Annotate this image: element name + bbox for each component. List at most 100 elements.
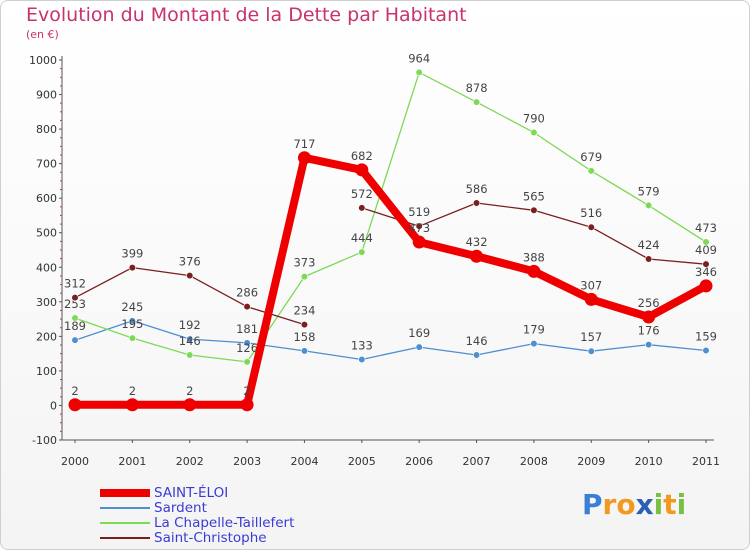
x-tick-label: 2007: [463, 455, 491, 468]
x-tick-label: 2001: [118, 455, 146, 468]
data-point: [186, 351, 194, 359]
data-label: 409: [695, 243, 717, 257]
data-label: 146: [466, 334, 488, 348]
line-chart: -100 0 100 200 300 400 500 600 700 800 900 1000 2000…: [29, 51, 720, 468]
data-point: [470, 249, 484, 263]
data-label: 169: [408, 326, 430, 340]
chart-subtitle: (en €): [26, 28, 59, 41]
data-label: 516: [580, 206, 602, 220]
series-line: [74, 71, 707, 363]
data-point: [128, 264, 136, 272]
data-point: [186, 335, 194, 343]
x-tick-label: 2000: [61, 455, 89, 468]
y-tick-label: -100: [32, 434, 57, 447]
data-label: 195: [121, 317, 143, 331]
series-la-chapelle-taillefert: 253 195 146 126 373 444 964 878 790 679 579 473: [64, 51, 717, 366]
data-label: 679: [580, 150, 602, 164]
y-tick-label: 200: [36, 330, 57, 343]
data-point: [527, 264, 541, 278]
data-point: [587, 167, 595, 175]
data-point: [243, 339, 251, 347]
logo-letter: i: [676, 488, 687, 521]
chart-title: Evolution du Montant de la Dette par Hab…: [26, 4, 467, 26]
legend-swatch: [100, 537, 150, 539]
legend-label: SAINT-ÉLOI: [154, 485, 229, 501]
legend-swatch: [100, 522, 150, 524]
data-label: 234: [293, 304, 315, 318]
data-label: 157: [580, 330, 602, 344]
data-point: [415, 222, 423, 230]
data-label: 565: [523, 189, 545, 203]
data-point: [355, 163, 369, 177]
data-label: 376: [179, 255, 201, 269]
series-line: [71, 153, 710, 409]
legend-swatch: [100, 507, 150, 509]
data-point: [472, 199, 481, 207]
data-label: 181: [236, 322, 258, 336]
data-label: 312: [64, 277, 86, 291]
data-label: 444: [351, 231, 373, 245]
x-tick-label: 2006: [405, 455, 433, 468]
data-point: [530, 340, 538, 348]
logo-letter: o: [616, 488, 636, 521]
data-label: 519: [408, 205, 430, 219]
legend-label: La Chapelle-Taillefert: [154, 515, 295, 531]
x-tick-label: 2003: [233, 455, 261, 468]
data-point: [358, 355, 366, 364]
proxiti-logo[interactable]: Proxiti: [582, 488, 686, 521]
axes: -100 0 100 200 300 400 500 600 700 800 900 1000 2000…: [29, 54, 720, 468]
data-label: 473: [695, 221, 717, 235]
data-point: [186, 271, 194, 280]
data-label: 572: [351, 187, 373, 201]
data-label: 424: [638, 238, 660, 252]
logo-letter: t: [663, 488, 677, 521]
y-tick-label: 300: [36, 296, 57, 309]
data-label: 179: [523, 323, 545, 337]
legend-label: Sardent: [154, 500, 207, 516]
data-point: [530, 206, 538, 214]
data-label: 2: [243, 384, 250, 398]
data-point: [415, 68, 423, 77]
y-tick-label: 700: [36, 158, 57, 171]
x-tick-label: 2008: [520, 455, 548, 468]
y-tick-label: 0: [50, 399, 57, 412]
data-point: [587, 347, 595, 355]
data-point: [587, 223, 595, 231]
data-point: [128, 334, 136, 342]
data-point: [699, 279, 713, 293]
x-tick-label: 2005: [348, 455, 376, 468]
data-label: 2: [129, 384, 136, 398]
y-tick-label: 400: [36, 261, 57, 274]
y-tick-label: 100: [36, 365, 57, 378]
data-label: 192: [179, 318, 201, 332]
data-label: 158: [293, 330, 315, 344]
data-label: 307: [580, 278, 602, 292]
data-label: 2: [71, 384, 78, 398]
data-point: [645, 341, 653, 349]
data-label: 146: [179, 334, 201, 348]
data-label: 682: [351, 149, 373, 163]
data-label: 176: [638, 324, 660, 338]
data-point: [702, 238, 710, 246]
x-tick-label: 2009: [577, 455, 605, 468]
series-sardent: 189 245 192 181 158 133 169 146 179 157 176 159: [64, 300, 717, 364]
x-tick-label: 2010: [635, 455, 663, 468]
data-label: 346: [695, 265, 717, 279]
data-point: [358, 248, 366, 256]
data-label: 126: [236, 341, 258, 355]
data-point: [243, 303, 251, 311]
data-label: 2: [186, 384, 193, 398]
data-label: 189: [64, 319, 86, 333]
data-point: [412, 235, 426, 249]
logo-letter: i: [653, 488, 664, 521]
y-tick-label: 600: [36, 192, 57, 205]
data-label: 388: [523, 250, 545, 264]
data-point: [642, 310, 656, 324]
data-point: [358, 204, 366, 212]
data-label: 790: [523, 112, 545, 126]
y-tick-label: 900: [36, 89, 57, 102]
data-label: 964: [408, 51, 430, 65]
logo-letter: r: [602, 488, 617, 521]
y-tick-label: 500: [36, 227, 57, 240]
series-line: [74, 320, 707, 361]
